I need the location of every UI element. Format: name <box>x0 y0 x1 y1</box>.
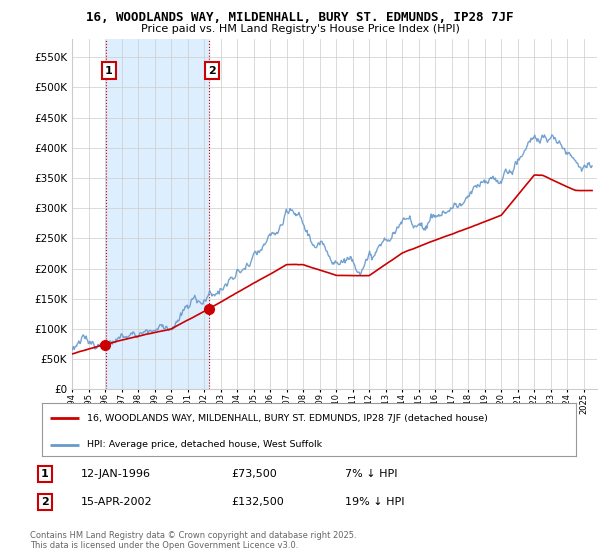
Bar <box>106 39 209 389</box>
Text: 12-JAN-1996: 12-JAN-1996 <box>81 469 151 479</box>
Text: 1: 1 <box>105 66 113 76</box>
Text: Price paid vs. HM Land Registry's House Price Index (HPI): Price paid vs. HM Land Registry's House … <box>140 24 460 34</box>
Text: 16, WOODLANDS WAY, MILDENHALL, BURY ST. EDMUNDS, IP28 7JF: 16, WOODLANDS WAY, MILDENHALL, BURY ST. … <box>86 11 514 24</box>
Text: 2: 2 <box>208 66 216 76</box>
Text: 15-APR-2002: 15-APR-2002 <box>81 497 152 507</box>
Text: 16, WOODLANDS WAY, MILDENHALL, BURY ST. EDMUNDS, IP28 7JF (detached house): 16, WOODLANDS WAY, MILDENHALL, BURY ST. … <box>88 414 488 423</box>
Text: 7% ↓ HPI: 7% ↓ HPI <box>345 469 398 479</box>
Text: Contains HM Land Registry data © Crown copyright and database right 2025.
This d: Contains HM Land Registry data © Crown c… <box>30 531 356 550</box>
Text: HPI: Average price, detached house, West Suffolk: HPI: Average price, detached house, West… <box>88 440 323 449</box>
Text: 1: 1 <box>41 469 49 479</box>
Text: 19% ↓ HPI: 19% ↓ HPI <box>345 497 404 507</box>
Text: £132,500: £132,500 <box>231 497 284 507</box>
Text: 2: 2 <box>41 497 49 507</box>
Text: £73,500: £73,500 <box>231 469 277 479</box>
